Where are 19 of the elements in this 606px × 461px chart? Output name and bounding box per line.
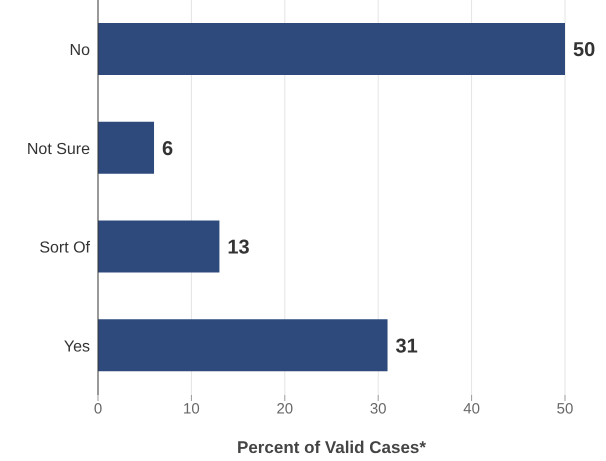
x-tick-label: 50 xyxy=(556,400,574,418)
x-tick-label: 20 xyxy=(276,400,294,418)
bar xyxy=(98,220,220,272)
x-tick-label: 0 xyxy=(94,400,102,418)
x-tick-label: 10 xyxy=(183,400,200,418)
bar xyxy=(98,23,565,75)
bar xyxy=(98,122,154,174)
data-label: 13 xyxy=(227,236,250,259)
x-tick-label: 40 xyxy=(463,400,480,418)
y-tick-label: No xyxy=(70,42,90,60)
x-tick-label: 30 xyxy=(370,400,387,418)
y-tick-label: Yes xyxy=(64,338,90,356)
y-tick-label: Sort Of xyxy=(39,240,91,257)
data-label: 50 xyxy=(573,39,596,62)
data-label: 6 xyxy=(162,138,174,160)
bar xyxy=(98,319,388,372)
x-axis-title: Percent of Valid Cases* xyxy=(237,438,426,457)
data-label: 31 xyxy=(396,335,418,358)
y-tick-label: Not Sure xyxy=(26,140,90,158)
